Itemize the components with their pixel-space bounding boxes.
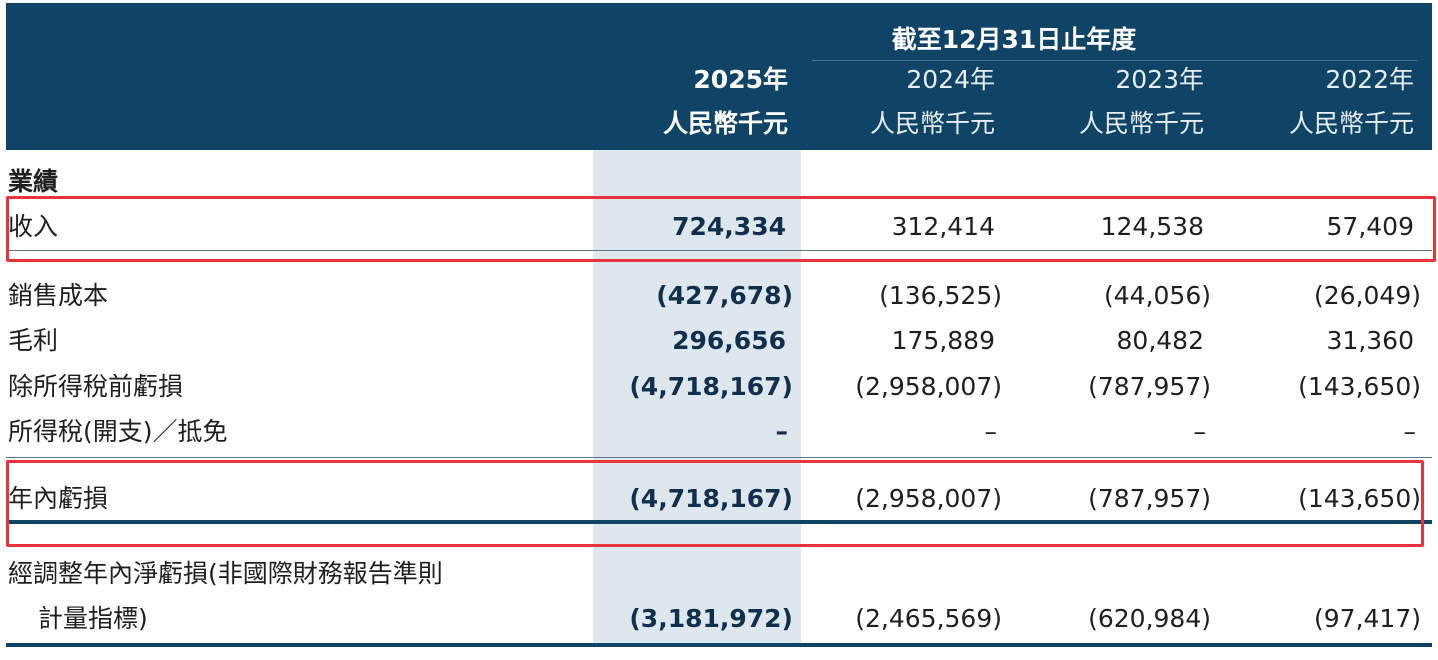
cell-loss-for-year-2023: (787,957) — [1088, 484, 1211, 513]
table-header-band — [6, 3, 1432, 150]
cell-income-tax-2025: – — [775, 417, 789, 446]
column-header-2023: 2023年 人民幣千元 — [1004, 63, 1204, 141]
cell-gross-profit-2025: 296,656 — [672, 326, 786, 355]
row-label-loss-before-tax: 除所得稅前虧損 — [8, 372, 184, 401]
row-label-revenue: 收入 — [8, 212, 59, 241]
cell-adjusted-net-loss-2023: (620,984) — [1088, 604, 1211, 633]
column-unit: 人民幣千元 — [662, 109, 788, 138]
cell-adjusted-net-loss-2024: (2,465,569) — [855, 604, 1002, 633]
row-divider — [6, 457, 1432, 458]
annotation-box-loss-for-year — [6, 460, 1424, 547]
cell-loss-for-year-2024: (2,958,007) — [855, 484, 1002, 513]
row-label-loss-for-year: 年內虧損 — [8, 484, 109, 513]
column-header-2024: 2024年 人民幣千元 — [795, 63, 995, 141]
period-heading-rule — [812, 60, 1418, 61]
cell-loss-before-tax-2024: (2,958,007) — [855, 372, 1002, 401]
cell-revenue-2023: 124,538 — [1100, 212, 1204, 241]
cell-loss-before-tax-2023: (787,957) — [1088, 372, 1211, 401]
column-unit: 人民幣千元 — [1288, 109, 1414, 138]
current-year-column-shade — [593, 150, 801, 647]
row-divider-thick — [6, 520, 1432, 524]
cell-gross-profit-2022: 31,360 — [1326, 326, 1414, 355]
section-title-results: 業績 — [8, 167, 59, 196]
row-label-cost-of-sales: 銷售成本 — [8, 281, 109, 310]
cell-loss-for-year-2022: (143,650) — [1298, 484, 1421, 513]
cell-cost-of-sales-2024: (136,525) — [879, 281, 1002, 310]
cell-cost-of-sales-2022: (26,049) — [1314, 281, 1421, 310]
row-label-adjusted-net-loss: 經調整年內淨虧損(非國際財務報告準則 — [8, 559, 443, 588]
cell-income-tax-2024: – — [984, 417, 998, 446]
annotation-box-revenue — [6, 196, 1436, 262]
column-unit: 人民幣千元 — [1078, 109, 1204, 138]
cell-revenue-2025: 724,334 — [672, 212, 786, 241]
cell-loss-before-tax-2022: (143,650) — [1298, 372, 1421, 401]
cell-cost-of-sales-2025: (427,678) — [656, 281, 793, 310]
cell-cost-of-sales-2023: (44,056) — [1104, 281, 1211, 310]
column-year: 2025年 — [693, 65, 788, 94]
row-label-gross-profit: 毛利 — [8, 326, 59, 355]
cell-revenue-2022: 57,409 — [1326, 212, 1414, 241]
cell-loss-for-year-2025: (4,718,167) — [629, 484, 793, 513]
cell-adjusted-net-loss-2022: (97,417) — [1314, 604, 1421, 633]
cell-revenue-2024: 312,414 — [891, 212, 995, 241]
row-label-adjusted-net-loss-continued: 計量指標) — [38, 604, 148, 633]
cell-loss-before-tax-2025: (4,718,167) — [629, 372, 793, 401]
column-header-2022: 2022年 人民幣千元 — [1214, 63, 1414, 141]
table-bottom-rule — [6, 643, 1432, 647]
row-label-income-tax: 所得稅(開支)／抵免 — [8, 417, 228, 446]
column-year: 2023年 — [1115, 65, 1204, 94]
cell-adjusted-net-loss-2025: (3,181,972) — [629, 604, 793, 633]
cell-income-tax-2023: – — [1193, 417, 1207, 446]
column-header-2025: 2025年 人民幣千元 — [588, 63, 788, 141]
column-year: 2022年 — [1325, 65, 1414, 94]
row-divider — [6, 250, 1432, 251]
cell-gross-profit-2023: 80,482 — [1116, 326, 1204, 355]
cell-gross-profit-2024: 175,889 — [891, 326, 995, 355]
cell-income-tax-2022: – — [1403, 417, 1417, 446]
column-unit: 人民幣千元 — [869, 109, 995, 138]
period-heading: 截至12月31日止年度 — [891, 25, 1137, 54]
column-year: 2024年 — [906, 65, 995, 94]
